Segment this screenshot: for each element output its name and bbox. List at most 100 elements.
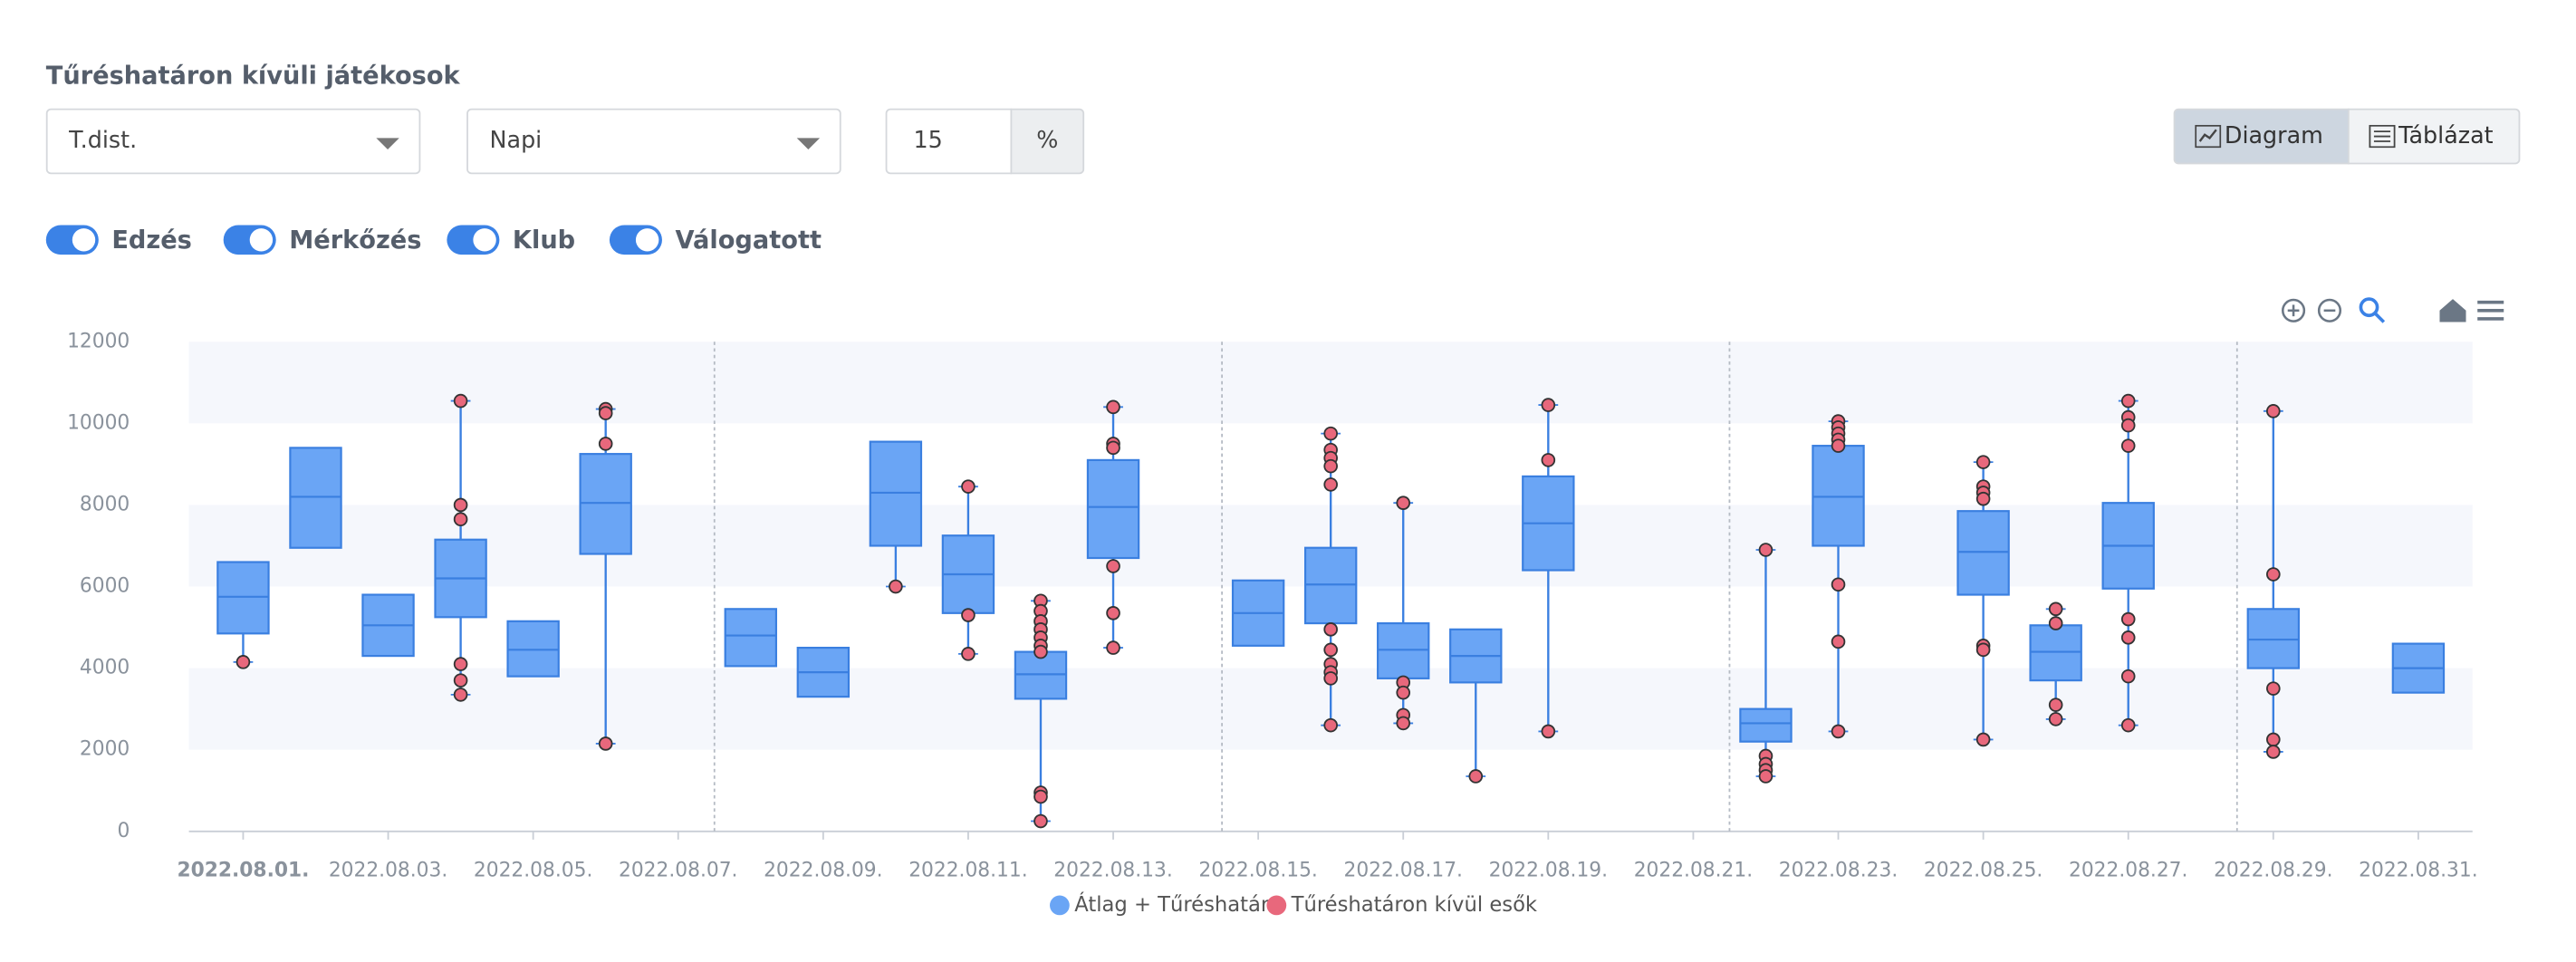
legend-swatch bbox=[1266, 895, 1287, 916]
toggle[interactable]: Edzés bbox=[45, 222, 192, 258]
x-tick-label: 2022.08.07. bbox=[619, 859, 737, 881]
outlier bbox=[1831, 724, 1846, 739]
toggle[interactable]: Válogatott bbox=[609, 222, 822, 258]
toggle[interactable]: Mérkőzés bbox=[223, 222, 421, 258]
diagram-button[interactable]: Diagram bbox=[2173, 108, 2350, 165]
switch bbox=[609, 225, 662, 255]
box-plot bbox=[361, 593, 415, 658]
x-tick-label: 2022.08.29. bbox=[2214, 859, 2332, 881]
box-plot bbox=[724, 608, 777, 668]
x-tick-label: 2022.08.11. bbox=[908, 859, 1027, 881]
icon bbox=[2195, 124, 2222, 149]
outlier bbox=[235, 655, 251, 669]
period-dropdown[interactable]: Napi bbox=[466, 108, 841, 175]
outlier bbox=[2120, 669, 2136, 684]
outlier bbox=[2120, 438, 2136, 453]
metric-dropdown[interactable]: T.dist. bbox=[45, 108, 421, 175]
y-tick-label: 6000 bbox=[80, 575, 130, 598]
x-tick-label: 2022.08.15. bbox=[1198, 859, 1317, 881]
box bbox=[216, 561, 270, 635]
box bbox=[1739, 707, 1793, 743]
x-tick-label: 2022.08.01. bbox=[178, 859, 310, 881]
switch bbox=[447, 225, 500, 255]
zoom-out[interactable] bbox=[2317, 298, 2342, 322]
y-tick-label: 2000 bbox=[80, 738, 130, 761]
toggle-label: Klub bbox=[512, 225, 576, 255]
toggle-label: Válogatott bbox=[675, 225, 822, 255]
tolerance-input[interactable]: 15 bbox=[885, 108, 1013, 175]
box bbox=[506, 620, 560, 678]
box bbox=[2029, 624, 2082, 682]
x-tick-label: 2022.08.31. bbox=[2359, 859, 2477, 881]
outlier bbox=[1106, 399, 1120, 415]
box-plot bbox=[1449, 628, 1503, 777]
outlier bbox=[1323, 671, 1338, 686]
zoom-in[interactable] bbox=[2282, 298, 2306, 322]
legend-label: Átlag + Tűréshatár bbox=[1074, 891, 1270, 917]
outlier bbox=[2266, 732, 2281, 747]
box bbox=[289, 447, 342, 549]
x-tick-label: 2022.08.17. bbox=[1344, 859, 1463, 881]
toggle[interactable]: Klub bbox=[447, 222, 575, 258]
legend-swatch bbox=[1050, 895, 1070, 916]
box bbox=[1956, 510, 2010, 596]
box-plot bbox=[289, 447, 342, 549]
outlier bbox=[453, 673, 468, 688]
outlier bbox=[1975, 455, 1991, 469]
outlier bbox=[1975, 491, 1991, 506]
outlier bbox=[2266, 404, 2281, 418]
dropdown-value: Napi bbox=[489, 128, 543, 155]
outlier bbox=[1323, 458, 1338, 474]
switch bbox=[223, 225, 276, 255]
outlier bbox=[1396, 685, 1411, 700]
box-plot bbox=[579, 408, 632, 745]
outlier bbox=[453, 393, 468, 409]
caret bbox=[376, 138, 399, 150]
outlier bbox=[2120, 418, 2136, 433]
y-tick-label: 0 bbox=[117, 820, 130, 842]
box bbox=[1086, 458, 1140, 560]
outlier bbox=[1541, 398, 1556, 412]
panel-title: Tűréshatáron kívüli játékosok bbox=[45, 61, 460, 91]
chart-toolbar bbox=[2282, 297, 2504, 323]
outlier bbox=[1323, 477, 1338, 492]
outlier bbox=[2120, 611, 2136, 627]
box-plot bbox=[796, 647, 851, 698]
outlier bbox=[1323, 717, 1338, 733]
switch bbox=[45, 225, 99, 255]
outlier bbox=[1033, 789, 1048, 804]
outlier bbox=[1106, 440, 1120, 456]
outlier bbox=[1975, 732, 1991, 747]
x-tick-label: 2022.08.27. bbox=[2069, 859, 2187, 881]
menu[interactable] bbox=[2477, 300, 2504, 321]
button-label: Táblázat bbox=[2398, 123, 2494, 150]
outlier bbox=[598, 406, 613, 420]
outlier bbox=[961, 608, 976, 622]
outlier bbox=[1541, 453, 1556, 467]
outlier bbox=[1323, 622, 1338, 637]
outlier bbox=[1323, 426, 1338, 441]
outlier bbox=[1758, 543, 1773, 557]
box-plot bbox=[1231, 579, 1285, 647]
outlier bbox=[1396, 716, 1411, 731]
zoom-select[interactable] bbox=[2359, 297, 2386, 323]
x-tick-label: 2022.08.09. bbox=[764, 859, 882, 881]
x-tick-label: 2022.08.05. bbox=[474, 859, 592, 881]
outlier bbox=[1831, 438, 1846, 453]
reset-zoom[interactable] bbox=[2439, 299, 2466, 322]
outlier bbox=[1106, 559, 1120, 573]
outlier bbox=[2048, 601, 2063, 617]
y-tick-label: 12000 bbox=[67, 330, 130, 352]
outlier bbox=[2120, 393, 2136, 409]
table-button[interactable]: Táblázat bbox=[2347, 108, 2521, 165]
box bbox=[869, 440, 923, 547]
box bbox=[1303, 546, 1358, 625]
box-plot bbox=[2391, 642, 2446, 694]
box-plot bbox=[1956, 461, 2010, 741]
caret bbox=[796, 138, 821, 150]
toggle-label: Edzés bbox=[111, 225, 192, 255]
x-tick-label: 2022.08.13. bbox=[1053, 859, 1172, 881]
